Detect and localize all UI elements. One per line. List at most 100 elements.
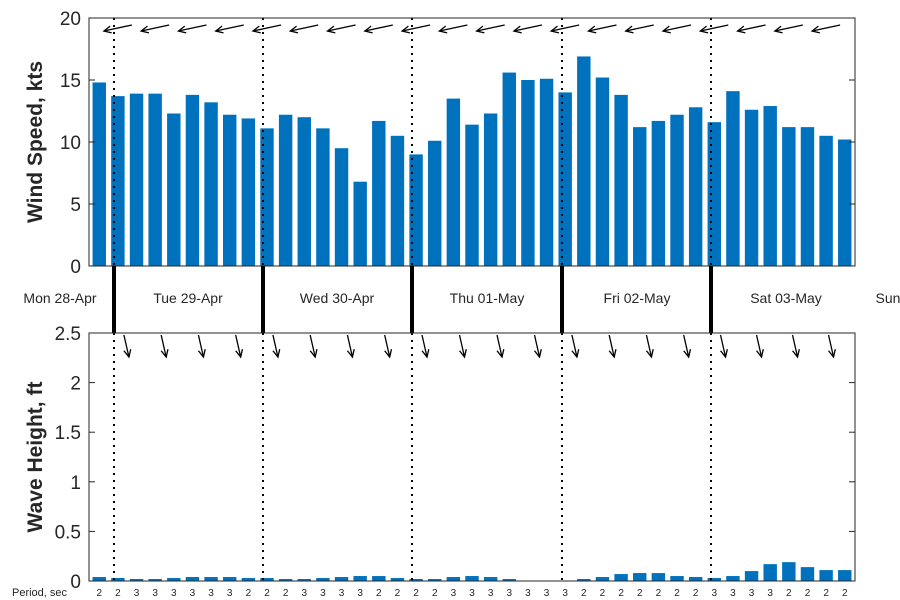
bar <box>316 578 330 581</box>
day-label: Fri 02-May <box>604 290 671 306</box>
bar <box>558 92 572 267</box>
bar <box>260 578 274 581</box>
bar <box>502 72 516 266</box>
bar <box>744 109 759 266</box>
bar <box>390 578 405 581</box>
period-value: 2 <box>823 588 829 599</box>
wind-direction-arrow <box>512 24 543 34</box>
bar <box>167 578 181 581</box>
arrow-shaft <box>346 334 354 358</box>
wind-direction-arrow <box>326 24 356 34</box>
bar <box>334 577 349 581</box>
bar <box>670 576 684 581</box>
y-tick-label: 1 <box>70 473 81 494</box>
bar <box>651 573 666 581</box>
arrow-head <box>459 349 467 359</box>
bar <box>316 128 330 266</box>
wave-direction-arrow <box>608 334 617 359</box>
wind-direction-arrow <box>736 24 766 34</box>
bar <box>223 114 237 266</box>
y-tick-label: 0.5 <box>55 522 81 543</box>
wind-direction-arrow <box>549 24 580 34</box>
period-value: 2 <box>581 588 587 599</box>
bar <box>782 562 796 581</box>
bar <box>465 576 479 581</box>
arrow-head <box>624 25 634 34</box>
bar <box>353 576 367 581</box>
period-value: 2 <box>395 588 401 599</box>
bar <box>819 570 833 581</box>
wave-direction-arrow <box>645 334 654 359</box>
wind-direction-arrow <box>661 24 692 34</box>
arrow-shaft <box>123 334 130 358</box>
arrow-head <box>309 349 318 359</box>
bar <box>502 579 516 581</box>
period-value: 3 <box>506 588 512 599</box>
wind-speed-panel: 0 5 10 15 20 Wind Speed, kts <box>24 9 856 278</box>
arrow-shaft <box>439 24 468 32</box>
day-label: Tue 29-Apr <box>153 290 223 306</box>
y-tick-label: 20 <box>60 9 81 30</box>
arrow-head <box>123 349 132 359</box>
bar <box>185 94 200 266</box>
period-value: 3 <box>525 588 531 599</box>
wind-direction-arrow <box>810 24 841 34</box>
arrow-shaft <box>811 24 841 32</box>
wind-direction-arrow <box>176 24 207 34</box>
y-tick-label: 0 <box>70 572 81 593</box>
bar <box>148 579 162 581</box>
period-value: 2 <box>600 588 606 599</box>
arrow-head <box>214 25 224 34</box>
bar <box>111 96 125 267</box>
bar <box>390 135 405 266</box>
arrow-shaft <box>496 334 503 358</box>
bar <box>278 114 293 266</box>
wind-direction-arrow <box>437 24 468 34</box>
bar <box>278 579 293 581</box>
wave-direction-arrow <box>683 334 692 359</box>
wind-direction-arrow <box>400 24 431 34</box>
day-label: Sun <box>876 290 900 306</box>
wave-direction-arrow <box>571 334 580 359</box>
arrow-head <box>534 349 542 359</box>
bar <box>726 91 740 266</box>
bar <box>129 93 144 266</box>
arrow-shaft <box>272 334 279 358</box>
wave-direction-arrow <box>827 334 836 359</box>
arrow-shaft <box>737 24 766 32</box>
arrow-shaft <box>551 24 580 32</box>
bar <box>483 577 498 581</box>
wave-direction-arrow <box>421 334 430 359</box>
arrow-shaft <box>719 334 727 358</box>
day-label: Mon 28-Apr <box>23 290 96 306</box>
day-label: Wed 30-Apr <box>300 290 375 306</box>
wave-direction-arrow <box>533 334 542 359</box>
wind-direction-arrow <box>214 24 244 34</box>
period-value: 2 <box>618 588 624 599</box>
bar <box>483 113 498 266</box>
date-strip: Mon 28-Apr Tue 29-Apr Wed 30-Apr Thu 01-May… <box>23 266 900 334</box>
bar <box>372 120 386 266</box>
bar <box>744 571 759 581</box>
period-value: 3 <box>451 588 457 599</box>
period-value: 2 <box>842 588 848 599</box>
y-tick-label: 2.5 <box>55 324 81 345</box>
arrow-shaft <box>327 24 356 32</box>
arrow-shaft <box>178 24 207 32</box>
arrow-head <box>571 349 580 359</box>
arrow-head <box>346 349 355 359</box>
y-axis-label: Wave Height, ft <box>24 382 47 533</box>
arrow-shaft <box>215 24 244 32</box>
arrow-shaft <box>791 334 799 358</box>
bar <box>651 120 666 266</box>
bar <box>204 102 218 266</box>
bar <box>92 82 106 266</box>
arrow-head <box>512 25 522 34</box>
bar <box>726 576 740 581</box>
bar <box>446 98 461 266</box>
y-tick-label: 0 <box>70 257 81 278</box>
bar <box>334 148 349 266</box>
arrow-shaft <box>141 24 170 32</box>
arrow-shaft <box>533 334 541 358</box>
